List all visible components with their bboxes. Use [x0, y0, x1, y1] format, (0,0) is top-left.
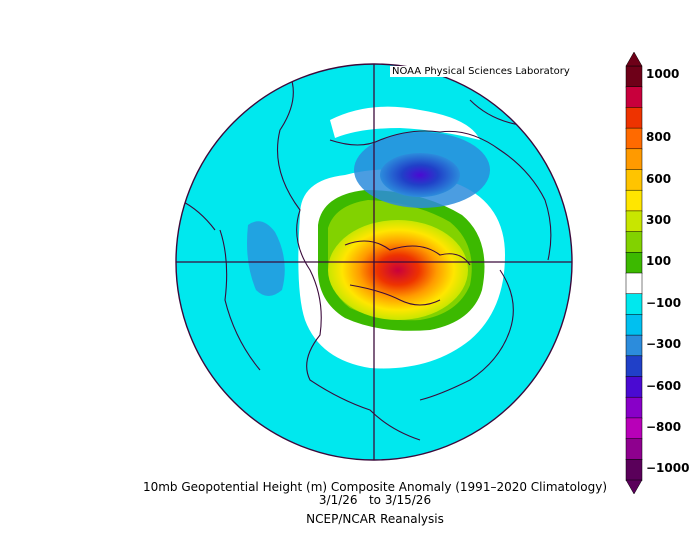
colorbar-tick-label: 1000 — [646, 67, 680, 81]
colorbar-segment — [625, 127, 643, 150]
colorbar-segment — [625, 252, 643, 274]
colorbar-segment — [625, 272, 643, 295]
credit-label: NOAA Physical Sciences Laboratory — [390, 66, 572, 77]
caption-line-2: 3/1/26 to 3/15/26 — [318, 493, 432, 507]
colorbar-segment — [625, 293, 643, 316]
colorbar-segment — [625, 459, 643, 481]
colorbar-bottom-arrow — [625, 479, 643, 495]
colorbar-segment — [625, 231, 643, 254]
colorbar-segment — [625, 376, 643, 398]
colorbar-segment — [625, 86, 643, 109]
colorbar — [625, 51, 643, 495]
colorbar-segment — [625, 438, 643, 461]
negative-anomaly-core — [380, 153, 460, 197]
colorbar-tick-label: −800 — [646, 419, 682, 434]
colorbar-segment — [625, 417, 643, 440]
colorbar-segment — [625, 189, 643, 212]
colorbar-segment — [625, 396, 643, 419]
negative-patch-pacific — [247, 221, 285, 296]
colorbar-tick-label: 300 — [646, 212, 672, 227]
caption-line-1: 10mb Geopotential Height (m) Composite A… — [142, 480, 608, 494]
colorbar-tick-label: −600 — [646, 378, 682, 393]
colorbar-tick-label: 800 — [646, 130, 672, 145]
colorbar-segment — [625, 169, 643, 191]
colorbar-top-arrow — [625, 51, 643, 67]
colorbar-tick-label: −100 — [646, 295, 682, 310]
colorbar-tick-label: −300 — [646, 337, 682, 352]
globe-border — [175, 63, 573, 461]
colorbar-segment — [625, 334, 643, 357]
colorbar-segment — [625, 107, 643, 129]
colorbar-tick-label: 600 — [646, 171, 672, 186]
colorbar-tick-label: 100 — [646, 254, 672, 269]
colorbar-tick-label: −1000 — [646, 461, 690, 476]
colorbar-segment — [625, 210, 643, 233]
caption-line-3: NCEP/NCAR Reanalysis — [306, 512, 444, 526]
colorbar-segment — [625, 355, 643, 378]
colorbar-segment — [625, 314, 643, 336]
positive-anomaly-core — [328, 220, 468, 320]
colorbar-segment — [625, 148, 643, 171]
colorbar-segment — [625, 65, 643, 88]
